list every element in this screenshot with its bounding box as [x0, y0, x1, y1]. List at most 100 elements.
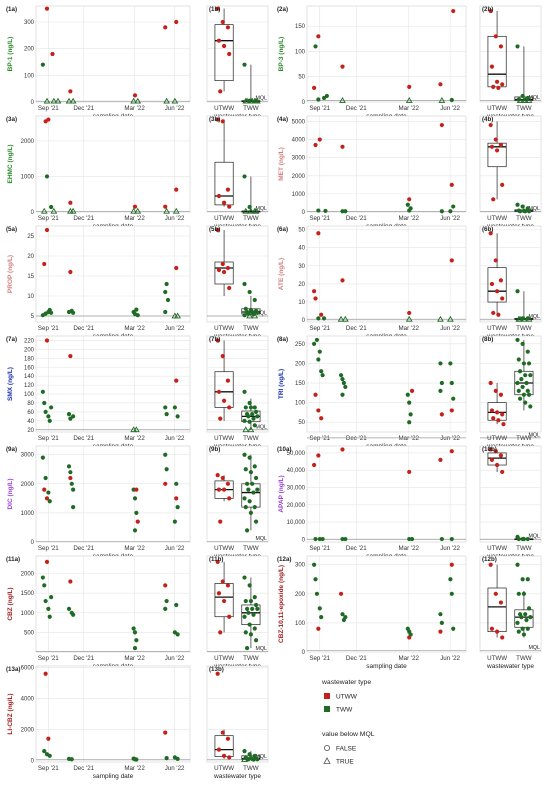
data-point — [405, 315, 413, 322]
panel-1a: Sep '21 Dec '21 Mar '22 Jun '22 0 100 200 300 (1… — [6, 5, 191, 120]
y-tick-label: 1000 — [292, 192, 306, 198]
data-point — [520, 384, 525, 390]
data-point — [172, 207, 180, 214]
data-point — [493, 137, 498, 142]
data-point — [175, 414, 180, 419]
data-point — [40, 207, 48, 214]
x-tick-label: Sep '21 — [38, 765, 59, 772]
y-axis-label: PROP (ng/L) — [7, 255, 14, 293]
data-point — [493, 591, 498, 596]
y-axis-label: LI-CBZ (ng/L) — [7, 693, 14, 734]
data-point — [498, 600, 504, 605]
data-point — [519, 377, 524, 382]
data-point — [252, 595, 257, 600]
data-point — [316, 453, 321, 458]
x-tick-label: Dec '21 — [73, 655, 94, 662]
y-tick-label: 1000 — [21, 611, 35, 617]
data-point — [523, 612, 528, 617]
y-tick-label: 20,000 — [287, 503, 306, 509]
data-point — [311, 289, 317, 294]
data-point — [517, 369, 523, 374]
data-point — [405, 392, 410, 397]
data-point — [525, 388, 530, 393]
data-point — [343, 536, 348, 542]
data-point — [71, 487, 76, 492]
data-point — [227, 755, 232, 760]
data-point — [220, 475, 225, 481]
panel-label: (7b) — [209, 336, 220, 343]
x-tick-label: Jun '22 — [440, 215, 460, 222]
x-tick-label: Mar '22 — [399, 105, 420, 112]
data-point — [311, 85, 317, 90]
x-tick-label: Mar '22 — [124, 215, 145, 222]
x-tick-label: UTWW — [214, 545, 234, 552]
data-point — [407, 208, 412, 213]
data-point — [524, 380, 529, 386]
panel-label: (13b) — [209, 666, 224, 673]
data-point — [44, 338, 50, 343]
data-point — [251, 312, 259, 319]
data-point — [516, 536, 521, 542]
data-point — [311, 341, 317, 346]
data-point — [42, 583, 47, 588]
y-tick-label: 3000 — [21, 453, 35, 459]
y-axis-label: DIC (ng/L) — [7, 478, 14, 509]
data-point — [408, 412, 413, 417]
mql-label: MQL — [529, 206, 541, 212]
legend-title: value below MQL — [322, 731, 375, 738]
data-point — [252, 207, 260, 214]
data-point — [242, 207, 250, 214]
data-point — [528, 614, 533, 620]
y-tick-label: 10 — [27, 294, 34, 300]
x-tick-label: UTWW — [214, 765, 234, 772]
y-tick-label: 2000 — [21, 572, 35, 578]
data-point — [216, 38, 222, 43]
panel-label: (11a) — [6, 556, 20, 563]
data-point — [134, 307, 139, 312]
data-point — [251, 490, 256, 495]
data-point — [242, 313, 247, 318]
panel-label: (5b) — [209, 226, 220, 233]
data-point — [488, 380, 493, 386]
y-tick-label: 20 — [27, 254, 34, 260]
data-point — [407, 420, 412, 425]
x-tick-label: Dec '21 — [73, 215, 94, 222]
data-point — [130, 97, 138, 104]
y-tick-label: 100 — [295, 621, 306, 627]
x-tick-label: TWW — [243, 325, 259, 332]
data-point — [247, 419, 252, 424]
mql-label: MQL — [256, 536, 268, 542]
data-point — [340, 392, 345, 397]
data-point — [216, 487, 222, 492]
panel-13b: MQL UTWW TWW (13b) wastewater type — [206, 665, 269, 780]
data-point — [407, 310, 412, 316]
x-tick-label: Sep '21 — [309, 105, 330, 112]
data-point — [40, 455, 45, 460]
plot-area — [206, 445, 269, 543]
x-tick-label: Mar '22 — [124, 105, 145, 112]
data-point — [243, 306, 248, 311]
box — [214, 583, 234, 618]
data-point — [498, 278, 504, 283]
plot-area — [206, 665, 269, 763]
panel-10a: Sep '21 Dec '21 Mar '22 Jun '22 0 10,000 20,00… — [277, 445, 467, 560]
plot-area — [479, 115, 542, 213]
data-point — [252, 297, 257, 303]
data-point — [500, 469, 505, 475]
data-point — [500, 635, 505, 640]
data-point — [498, 44, 504, 49]
data-point — [252, 626, 257, 631]
data-point — [44, 6, 50, 11]
y-tick-label: 200 — [24, 347, 35, 353]
y-tick-label: 300 — [24, 20, 35, 26]
plot-area — [35, 445, 191, 543]
panel-7a: Sep '21 Dec '21 Mar '22 Jun '22 20 40 60 80 100 1… — [6, 335, 191, 450]
data-point — [71, 414, 76, 419]
x-tick-label: Jun '22 — [165, 545, 185, 552]
mql-label: MQL — [529, 534, 541, 540]
data-point — [451, 204, 456, 209]
panel-label: (3b) — [209, 116, 220, 123]
data-point — [500, 82, 505, 87]
data-point — [49, 595, 54, 600]
